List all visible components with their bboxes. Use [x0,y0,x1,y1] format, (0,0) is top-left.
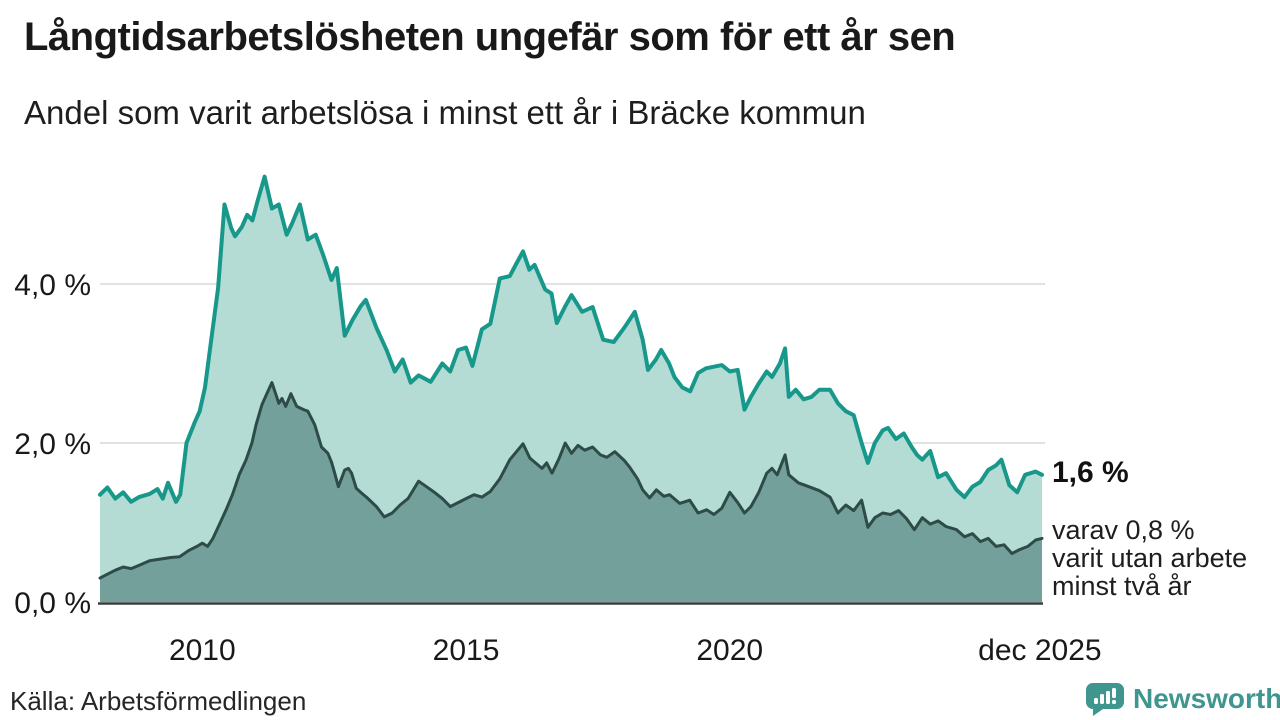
end-value-annotation: 1,6 % varav 0,8 % varit utan arbete mins… [1052,456,1278,600]
x-tick-label-2015: 2015 [433,634,500,667]
logo-bar-medium [1100,694,1104,704]
end-value-label: 1,6 % [1052,456,1129,489]
x-tick-label-2020: 2020 [696,634,763,667]
x-tick-label-2010: 2010 [169,634,236,667]
y-tick-label-4: 4,0 % [14,269,91,302]
newsworthy-branding: Newsworthy [1086,683,1280,716]
area-min-two-years [100,382,1042,602]
y-tick-label-0: 0,0 % [14,587,91,620]
end-value-detail: varav 0,8 % varit utan arbete minst två … [1052,516,1278,600]
x-tick-label-dec-2025: dec 2025 [978,634,1101,667]
logo-exclamation-bar [1112,688,1116,698]
detail-line-2: varit utan arbete [1052,543,1248,573]
page-title: Långtidsarbetslösheten ungefär som för e… [24,15,956,59]
source-note: Källa: Arbetsförmedlingen [10,686,307,716]
logo-bar-short [1094,698,1098,704]
line-min-two-years [98,381,1044,580]
line-min-one-year [98,174,1044,504]
detail-line-1: varav 0,8 % [1052,515,1195,545]
newsworthy-wordmark: Newsworthy [1133,683,1280,714]
y-tick-label-2: 2,0 % [14,428,91,461]
logo-bar-tall [1106,691,1110,704]
detail-line-3: minst två år [1052,571,1192,601]
chart-subtitle: Andel som varit arbetslösa i minst ett å… [24,94,866,131]
newsworthy-speech-bubble-icon [1086,683,1124,716]
logo-exclamation-dot [1112,700,1116,704]
